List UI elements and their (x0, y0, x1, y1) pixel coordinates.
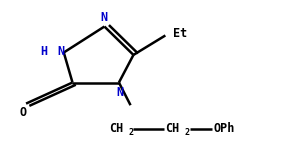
Text: OPh: OPh (213, 122, 235, 135)
Text: CH: CH (165, 122, 180, 135)
Text: N: N (116, 86, 123, 99)
Text: O: O (20, 106, 27, 119)
Text: H: H (41, 45, 48, 58)
Text: N: N (101, 11, 108, 24)
Text: N: N (57, 45, 64, 58)
Text: CH: CH (109, 122, 123, 135)
Text: 2: 2 (128, 128, 133, 137)
Text: 2: 2 (185, 128, 190, 137)
Text: Et: Et (173, 27, 187, 40)
